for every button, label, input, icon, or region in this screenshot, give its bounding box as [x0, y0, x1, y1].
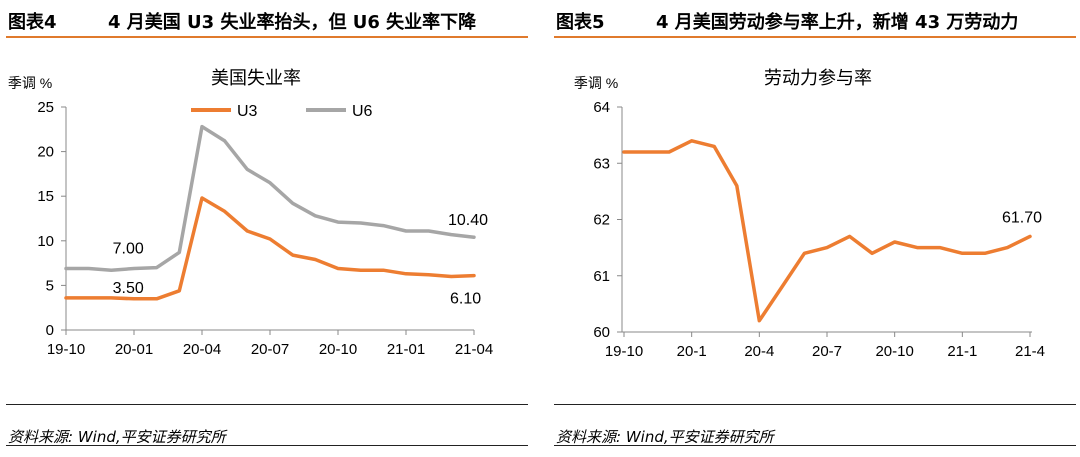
- series-line-u3: [64, 196, 476, 301]
- data-label: 6.10: [450, 291, 481, 308]
- chart-title: 美国失业率: [211, 68, 301, 88]
- x-tick-label: 20-7: [812, 343, 842, 360]
- data-label: 10.40: [448, 212, 488, 229]
- x-tick-label: 20-10: [875, 343, 913, 360]
- figure-panel-unemployment: 图表4 4 月美国 U3 失业率抬头，但 U6 失业率下降 美国失业率 季调 % 0…: [6, 0, 528, 457]
- figure-title: 4 月美国劳动参与率上升，新增 43 万劳动力: [656, 12, 1019, 33]
- y-tick-label: 5: [46, 277, 54, 294]
- figure-header: 图表5 4 月美国劳动参与率上升，新增 43 万劳动力: [554, 4, 1076, 38]
- figure-number: 图表5: [556, 12, 605, 33]
- participation-chart: 劳动力参与率 季调 % 60 61 62 63 64 19-10 20-1 20-4 20-7 20-…: [574, 68, 1045, 360]
- x-tick-label: 19-10: [47, 341, 85, 358]
- y-tick-label: 25: [37, 99, 54, 116]
- y-tick-label: 62: [593, 212, 610, 229]
- y-tick-label: 0: [46, 322, 54, 339]
- y-tick-label: 60: [593, 324, 610, 341]
- x-tick-label: 21-1: [947, 343, 977, 360]
- y-tick-label: 64: [593, 99, 610, 116]
- y-tick-label: 15: [37, 188, 54, 205]
- unemployment-chart: 美国失业率 季调 % 0 5 10 15 20 25 19-10 20-01 20-04 20-07 2…: [8, 68, 493, 358]
- data-label: 3.50: [113, 280, 144, 297]
- x-tick-label: 19-10: [605, 343, 643, 360]
- x-tick-label: 21-01: [387, 341, 425, 358]
- y-axis-label: 季调 %: [574, 75, 618, 91]
- y-tick-label: 10: [37, 233, 54, 250]
- y-axis-label: 季调 %: [8, 75, 52, 91]
- x-tick-label: 20-10: [319, 341, 357, 358]
- figure-header: 图表4 4 月美国 U3 失业率抬头，但 U6 失业率下降: [6, 4, 528, 38]
- source-note: 资料来源: Wind,平安证券研究所: [6, 404, 528, 446]
- series-line-participation: [622, 139, 1032, 323]
- x-tick-label: 21-4: [1015, 343, 1045, 360]
- source-text: 资料来源: Wind,平安证券研究所: [556, 428, 774, 446]
- x-tick-label: 20-4: [744, 343, 774, 360]
- figure-number: 图表4: [8, 12, 57, 33]
- x-tick-label: 20-04: [183, 341, 221, 358]
- x-tick-label: 20-01: [115, 341, 153, 358]
- y-tick-label: 61: [593, 268, 610, 285]
- x-tick-label: 20-07: [251, 341, 289, 358]
- x-tick-label: 20-1: [677, 343, 707, 360]
- data-label: 61.70: [1002, 209, 1042, 226]
- data-label: 7.00: [113, 241, 144, 258]
- x-tick-label: 21-04: [455, 341, 493, 358]
- y-tick-label: 63: [593, 155, 610, 172]
- figure-panel-participation: 图表5 4 月美国劳动参与率上升，新增 43 万劳动力 劳动力参与率 季调 % 60…: [554, 0, 1076, 457]
- source-note: 资料来源: Wind,平安证券研究所: [554, 404, 1076, 446]
- figure-title: 4 月美国 U3 失业率抬头，但 U6 失业率下降: [108, 12, 477, 33]
- source-text: 资料来源: Wind,平安证券研究所: [8, 428, 226, 446]
- y-tick-label: 20: [37, 144, 54, 161]
- legend-label: U3: [237, 103, 258, 120]
- legend-label: U6: [352, 103, 373, 120]
- chart-title: 劳动力参与率: [764, 68, 872, 88]
- series-line-u6: [64, 124, 476, 272]
